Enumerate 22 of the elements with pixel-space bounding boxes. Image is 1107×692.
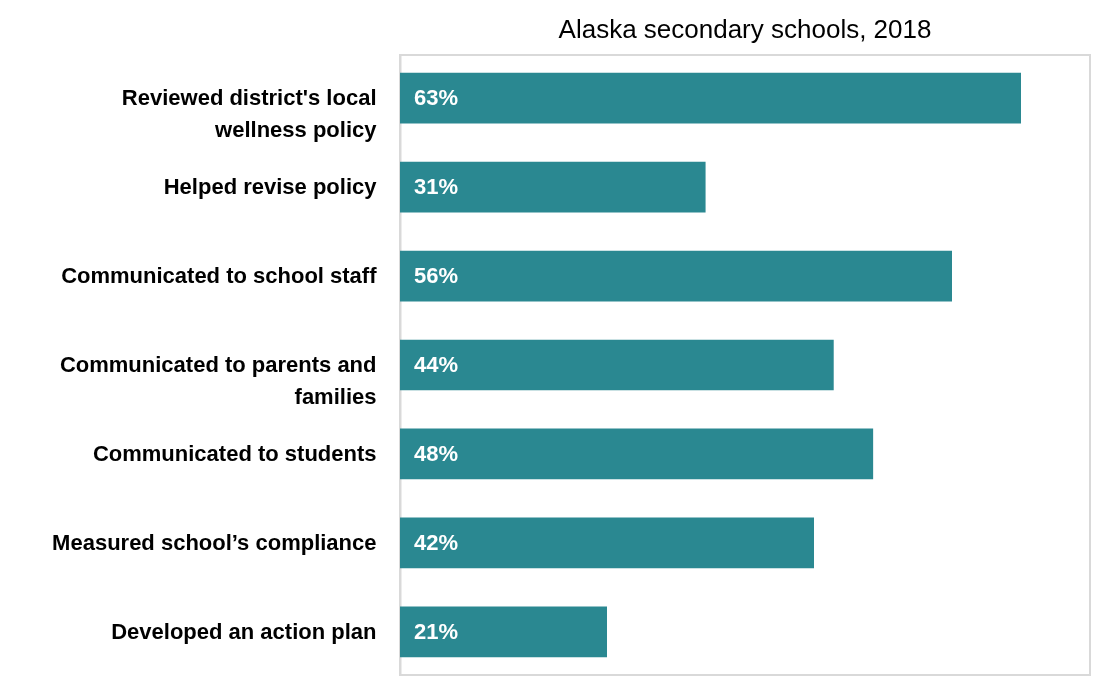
data-label: 63% <box>414 85 459 111</box>
y-tick-label: Measured school’s compliance <box>52 529 377 555</box>
bar <box>400 517 814 569</box>
bar <box>400 72 1021 124</box>
bar <box>400 339 834 391</box>
data-label: 31% <box>414 174 459 200</box>
y-tick-label: Communicated to students <box>92 440 377 466</box>
chart-title: Alaska secondary schools, 2018 <box>558 14 932 44</box>
bar <box>400 250 952 302</box>
data-label: 21% <box>414 618 459 644</box>
y-tick-label: Reviewed district's local wellness policy <box>121 85 378 143</box>
y-tick-label: Helped revise policy <box>163 174 378 200</box>
data-label: 48% <box>414 440 459 466</box>
bar <box>400 161 706 213</box>
y-tick-label: Communicated to parents and families <box>59 352 377 409</box>
data-label: 56% <box>414 263 459 289</box>
y-tick-label: Communicated to school staff <box>61 263 378 289</box>
data-label: 44% <box>414 352 459 377</box>
y-tick-label: Developed an action plan <box>111 618 377 644</box>
bar <box>400 428 874 480</box>
bar <box>400 606 607 658</box>
data-label: 42% <box>414 529 459 555</box>
